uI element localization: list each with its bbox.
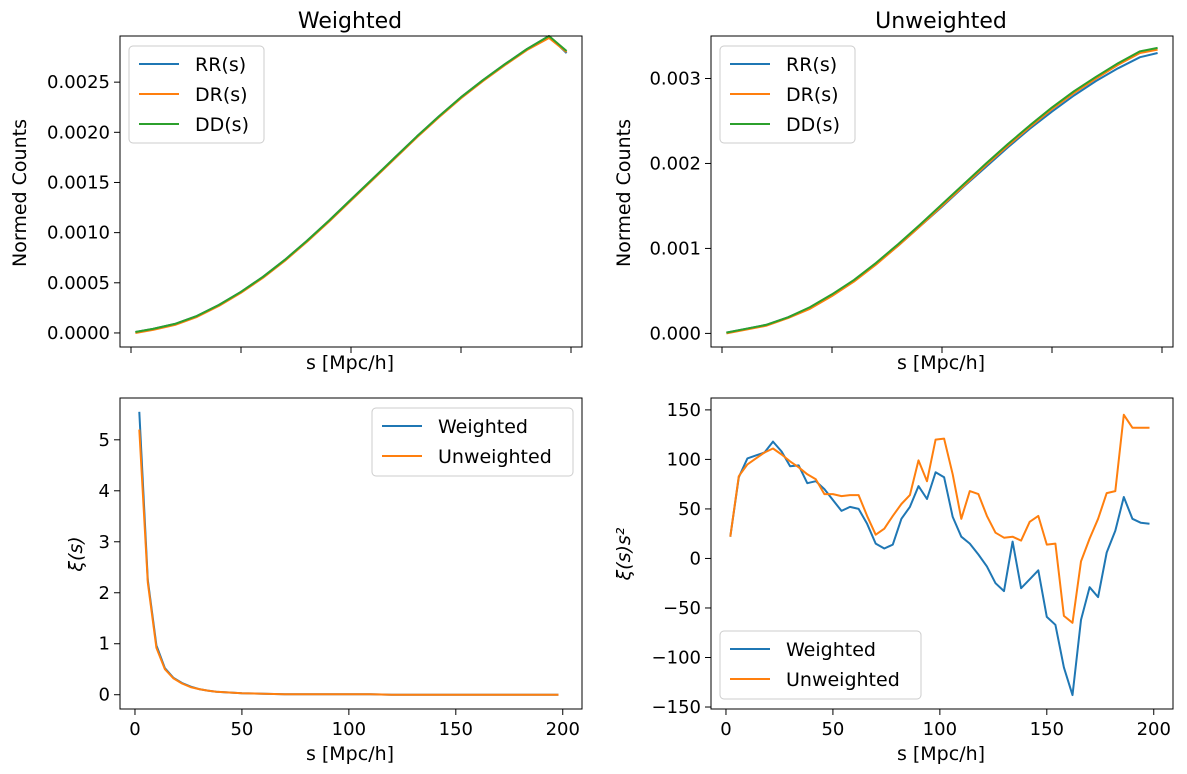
legend-label: DR(s) — [786, 84, 839, 106]
legend-label: Unweighted — [438, 446, 552, 468]
subplot-unweighted-counts: Unweighted 0.000 0.001 0.002 0.003 RR(s) DR(s… — [613, 9, 1174, 374]
subplot-xi: 0 50 100 150 200 0 1 2 3 4 5 Weighted Unweighted s [… — [65, 397, 583, 765]
x-tick-label: 150 — [439, 719, 473, 740]
series-line-1 — [729, 413, 1150, 624]
series-line-1 — [138, 429, 559, 696]
legend-label: Unweighted — [786, 669, 900, 691]
plot-area: 0 50 100 150 200 −150 −100 −50 0 50 100 150 Weighted… — [652, 397, 1174, 740]
subplot-weighted-counts: Weighted 0.00000.00050.00100.00150.00200… — [9, 9, 583, 374]
y-axis-label: Normed Counts — [9, 119, 31, 267]
x-tick-label: 200 — [546, 719, 580, 740]
y-tick-label: −150 — [652, 697, 701, 718]
plot-title: Weighted — [298, 9, 402, 34]
y-tick-label: 0.000 — [649, 323, 701, 344]
legend: RR(s) DR(s) DD(s) — [719, 45, 856, 144]
x-axis-label: s [Mpc/h] — [897, 352, 985, 374]
y-tick-label: 1 — [99, 634, 110, 655]
x-tick-label: 50 — [821, 719, 844, 740]
y-tick-label: −50 — [663, 598, 701, 619]
y-tick-label: −100 — [652, 647, 701, 668]
legend-label: Weighted — [786, 639, 876, 661]
legend-box — [719, 45, 856, 144]
x-tick-label: 100 — [332, 719, 366, 740]
plot-area: 0 50 100 150 200 0 1 2 3 4 5 Weighted Unweighted — [99, 397, 583, 740]
y-tick-label: 3 — [99, 532, 110, 553]
y-axis-label: ξ(s) — [65, 536, 87, 572]
x-axis-label: s [Mpc/h] — [306, 352, 394, 374]
x-tick-label: 0 — [720, 719, 731, 740]
y-tick-label: 0.0010 — [47, 223, 110, 244]
legend: Weighted Unweighted — [371, 407, 574, 477]
x-tick-label: 200 — [1137, 719, 1171, 740]
x-tick-label: 100 — [923, 719, 957, 740]
y-tick-label: 0.003 — [649, 68, 701, 89]
y-tick-label: 0.0020 — [47, 122, 110, 143]
x-axis-label: s [Mpc/h] — [897, 743, 985, 765]
legend-label: RR(s) — [195, 54, 246, 76]
legend-label: DR(s) — [195, 84, 248, 106]
legend-box — [371, 407, 574, 477]
y-tick-label: 0.0005 — [47, 273, 110, 294]
legend-label: DD(s) — [195, 114, 249, 136]
axes-frame — [710, 397, 1174, 710]
y-tick-label: 0.0015 — [47, 172, 110, 193]
y-tick-label: 2 — [99, 583, 110, 604]
series-line-2 — [726, 46, 1158, 334]
legend-label: RR(s) — [786, 54, 837, 76]
y-axis-label: Normed Counts — [613, 119, 635, 267]
plot-area: 0.000 0.001 0.002 0.003 RR(s) DR(s) DD(s) — [649, 35, 1174, 353]
y-tick-label: 150 — [667, 400, 701, 421]
plot-title: Unweighted — [875, 9, 1007, 34]
y-tick-label: 0 — [690, 548, 701, 569]
x-tick-label: 0 — [129, 719, 140, 740]
legend-label: Weighted — [438, 416, 528, 438]
legend-box — [719, 630, 922, 700]
y-tick-label: 0 — [99, 685, 110, 706]
x-axis-label: s [Mpc/h] — [306, 743, 394, 765]
y-tick-label: 5 — [99, 430, 110, 451]
series-line-2 — [135, 35, 568, 333]
y-tick-label: 0.002 — [649, 153, 701, 174]
y-tick-label: 50 — [678, 499, 701, 520]
legend-label: DD(s) — [786, 114, 840, 136]
legend: RR(s) DR(s) DD(s) — [128, 45, 265, 144]
y-tick-label: 0.0025 — [47, 72, 110, 93]
plot-area: 0.0000 0.0005 0.0010 0.0015 0.0020 0.0025 RR(s… — [47, 35, 583, 353]
y-tick-label: 100 — [667, 449, 701, 470]
x-tick-label: 150 — [1030, 719, 1064, 740]
subplot-xi-s2: 0 50 100 150 200 −150 −100 −50 0 50 100 150 Weighted… — [613, 397, 1174, 765]
y-axis-label: ξ(s)s² — [613, 527, 635, 581]
axes-frame — [119, 397, 583, 710]
legend-box — [128, 45, 265, 144]
y-tick-label: 4 — [99, 481, 110, 502]
legend: Weighted Unweighted — [719, 630, 922, 700]
x-tick-label: 50 — [230, 719, 253, 740]
y-tick-label: 0.001 — [649, 238, 701, 259]
y-tick-label: 0.0000 — [47, 323, 110, 344]
